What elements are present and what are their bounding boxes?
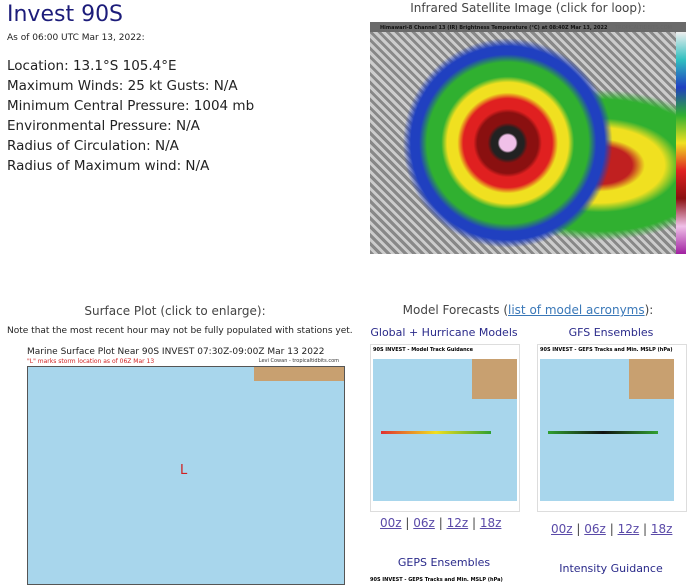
ensemble-tracks: [548, 431, 658, 434]
sep: |: [609, 522, 614, 536]
sep: |: [471, 516, 477, 530]
gfs-ensembles-label: GFS Ensembles: [568, 326, 654, 339]
surface-plot-image[interactable]: Marine Surface Plot Near 90S INVEST 07:3…: [7, 345, 345, 585]
max-winds: Maximum Winds: 25 kt Gusts: N/A: [7, 78, 238, 94]
gfs-run-12z[interactable]: 12z: [617, 522, 640, 536]
geps-label: GEPS Ensembles: [397, 556, 491, 569]
sep: |: [405, 516, 410, 530]
surface-heading: Surface Plot (click to enlarge):: [84, 304, 266, 318]
global-models-label: Global + Hurricane Models: [370, 326, 518, 339]
location: Location: 13.1°S 105.4°E: [7, 58, 177, 74]
plot-subtitle: "L" marks storm location as of 06Z Mar 1…: [27, 358, 155, 365]
storm-marker: L: [180, 463, 188, 478]
intensity-label: Intensity Guidance: [559, 562, 663, 575]
env-pressure: Environmental Pressure: N/A: [7, 118, 200, 134]
models-heading: Model Forecasts (: [402, 303, 508, 317]
track-map: [540, 359, 674, 501]
surface-note: Note that the most recent hour may not b…: [7, 326, 353, 336]
land-area: [254, 367, 344, 381]
ir-caption: Himawari-8 Channel 13 (IR) Brightness Te…: [380, 25, 608, 31]
model-acronyms-link[interactable]: list of model acronyms: [508, 303, 645, 317]
global-run-00z[interactable]: 00z: [380, 516, 402, 530]
gfs-ensembles-image[interactable]: 90S INVEST - GEFS Tracks and Min. MSLP (…: [537, 344, 687, 512]
ir-credit: TROPICALTIDBITS.COM: [615, 25, 672, 31]
storm-title: Invest 90S: [7, 2, 124, 27]
ir-colorbar: [676, 32, 686, 254]
min-pressure: Minimum Central Pressure: 1004 mb: [7, 98, 255, 114]
geps-caption: 90S INVEST - GEPS Tracks and Min. MSLP (…: [370, 577, 503, 583]
plot-title: Marine Surface Plot Near 90S INVEST 07:3…: [27, 347, 325, 357]
surface-map: L: [27, 366, 345, 585]
radius-max-wind: Radius of Maximum wind: N/A: [7, 158, 210, 174]
ir-imagery: [370, 32, 676, 254]
sep: |: [642, 522, 648, 536]
radius-circulation: Radius of Circulation: N/A: [7, 138, 179, 154]
land-area: [629, 359, 674, 399]
ir-heading: Infrared Satellite Image (click for loop…: [410, 1, 646, 15]
sep: |: [576, 522, 581, 536]
global-run-12z[interactable]: 12z: [446, 516, 469, 530]
global-run-18z[interactable]: 18z: [479, 516, 502, 530]
gfs-run-00z[interactable]: 00z: [551, 522, 573, 536]
model-tracks: [381, 431, 491, 434]
gfs-run-06z[interactable]: 06z: [584, 522, 606, 536]
ir-satellite-image[interactable]: Himawari-8 Channel 13 (IR) Brightness Te…: [370, 22, 686, 254]
gfs-run-18z[interactable]: 18z: [650, 522, 673, 536]
gfs-caption: 90S INVEST - GEFS Tracks and Min. MSLP (…: [540, 347, 673, 353]
global-run-06z[interactable]: 06z: [413, 516, 435, 530]
models-heading-end: ):: [644, 303, 654, 317]
track-map: [373, 359, 517, 501]
global-caption: 90S INVEST - Model Track Guidance: [373, 347, 474, 353]
land-area: [472, 359, 517, 399]
sep: |: [438, 516, 443, 530]
as-of-time: As of 06:00 UTC Mar 13, 2022:: [7, 33, 145, 43]
global-models-image[interactable]: 90S INVEST - Model Track Guidance: [370, 344, 520, 512]
plot-credit: Levi Cowan - tropicaltidbits.com: [258, 358, 339, 364]
